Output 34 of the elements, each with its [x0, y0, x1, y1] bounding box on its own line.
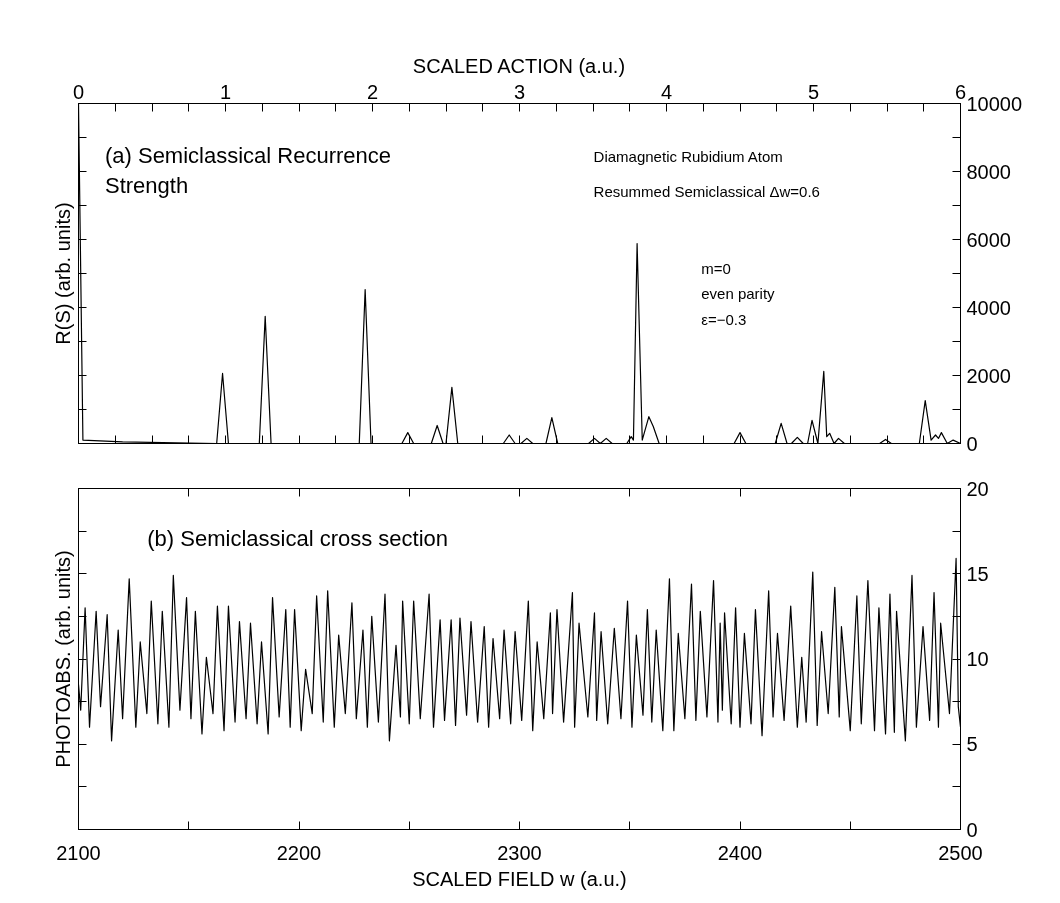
y-axis-title: PHOTOABS. (arb. units)	[51, 550, 74, 768]
y-tick-label: 2000	[966, 364, 1011, 387]
y-tick-label: 20	[966, 477, 989, 500]
y-axis-title: R(S) (arb. units)	[51, 202, 74, 345]
annotation: m=0	[701, 259, 731, 277]
annotation: even parity	[701, 285, 776, 303]
annotation: (b) Semiclassical cross section	[147, 526, 449, 552]
x-tick-label: 6	[954, 80, 967, 103]
x-tick-label: 1	[219, 80, 232, 103]
annotation: (a) Semiclassical Recurrence Strength	[104, 142, 392, 198]
y-tick-label: 0	[966, 432, 978, 455]
x-axis-title: SCALED FIELD w (a.u.)	[412, 867, 627, 890]
x-tick-label: 0	[72, 80, 85, 103]
x-tick-label: 4	[660, 80, 673, 103]
annotation: ε=−0.3	[701, 310, 747, 328]
y-tick-label: 5	[966, 733, 978, 756]
y-tick-label: 4000	[966, 296, 1011, 319]
x-tick-label: 5	[807, 80, 820, 103]
x-tick-label: 2400	[717, 841, 763, 864]
y-tick-label: 15	[966, 562, 989, 585]
x-tick-label: 2	[366, 80, 379, 103]
y-tick-label: 8000	[966, 160, 1011, 183]
x-tick-label: 3	[513, 80, 526, 103]
y-tick-label: 10000	[966, 92, 1023, 115]
x-axis-title: SCALED ACTION (a.u.)	[412, 54, 626, 77]
y-tick-label: 6000	[966, 228, 1011, 251]
x-tick-label: 2100	[56, 841, 101, 864]
y-tick-label: 0	[966, 818, 978, 841]
x-tick-label: 2200	[276, 841, 322, 864]
x-tick-label: 2300	[497, 841, 542, 864]
x-tick-label: 2500	[938, 841, 983, 864]
annotation: Resummed Semiclassical Δw=0.6	[593, 183, 820, 201]
annotation: Diamagnetic Rubidium Atom	[593, 147, 783, 165]
y-tick-label: 10	[966, 648, 989, 670]
